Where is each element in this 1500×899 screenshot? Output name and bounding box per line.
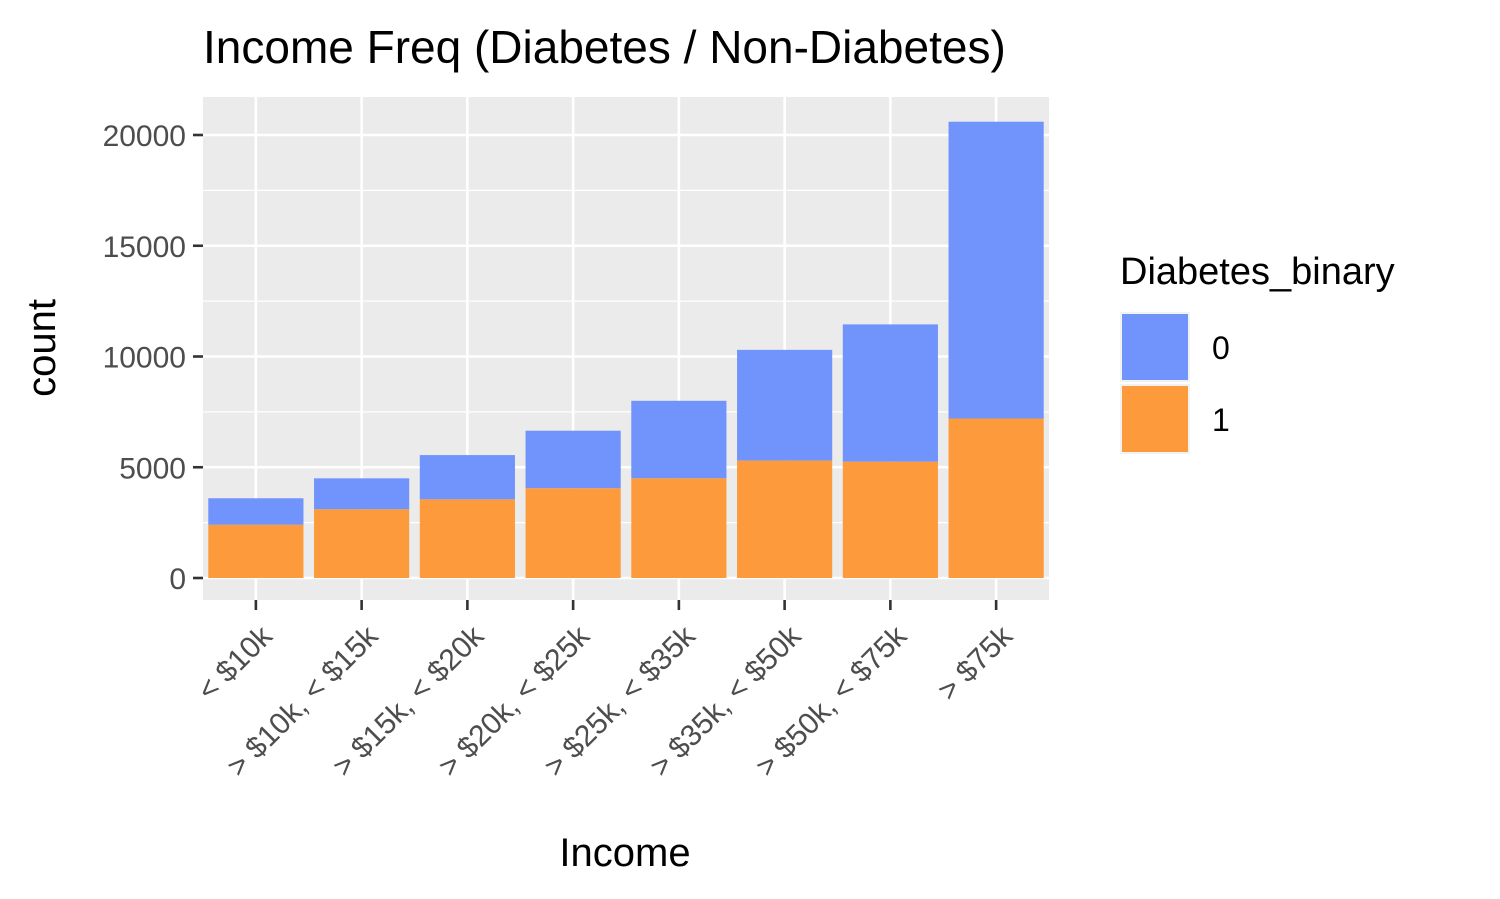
bar-series-1-5 bbox=[737, 460, 833, 578]
x-axis: < $10k> $10k, < $15k> $15k, < $20k> $20k… bbox=[191, 600, 1020, 783]
legend-swatch-1 bbox=[1122, 386, 1188, 452]
bar-series-1-1 bbox=[314, 509, 410, 578]
y-axis-title: count bbox=[20, 299, 64, 397]
bar-series-0-0 bbox=[208, 498, 304, 525]
bar-series-1-3 bbox=[525, 488, 621, 578]
bar-series-0-3 bbox=[525, 430, 621, 489]
y-tick-label: 15000 bbox=[103, 231, 186, 264]
legend-title: Diabetes_binary bbox=[1120, 251, 1395, 293]
y-tick-label: 0 bbox=[169, 563, 186, 596]
bar-series-1-6 bbox=[842, 461, 938, 578]
x-axis-title: Income bbox=[559, 831, 690, 875]
y-tick-label: 20000 bbox=[103, 120, 186, 153]
bar-series-0-4 bbox=[631, 400, 727, 479]
bar-series-0-1 bbox=[314, 478, 410, 510]
legend-swatch-0 bbox=[1122, 314, 1188, 380]
x-tick-label: < $10k bbox=[191, 619, 279, 707]
y-tick-label: 10000 bbox=[103, 342, 186, 375]
y-axis: 0 5000 10000 15000 20000 bbox=[103, 120, 203, 596]
legend-label-0: 0 bbox=[1212, 330, 1230, 366]
chart-title: Income Freq (Diabetes / Non-Diabetes) bbox=[203, 21, 1006, 73]
legend-label-1: 1 bbox=[1212, 402, 1230, 438]
x-tick-label: > $75k bbox=[931, 619, 1019, 707]
legend: Diabetes_binary 0 1 bbox=[1120, 251, 1395, 454]
bar-series-1-0 bbox=[208, 524, 304, 578]
y-tick-label: 5000 bbox=[119, 452, 186, 485]
bar-series-0-2 bbox=[419, 455, 515, 500]
bar-series-1-2 bbox=[419, 499, 515, 578]
bar-series-1-7 bbox=[948, 418, 1044, 578]
bar-series-0-5 bbox=[737, 349, 833, 461]
bar-series-0-6 bbox=[842, 324, 938, 462]
bars bbox=[208, 121, 1044, 578]
bar-series-0-7 bbox=[948, 121, 1044, 419]
bar-series-1-4 bbox=[631, 478, 727, 578]
